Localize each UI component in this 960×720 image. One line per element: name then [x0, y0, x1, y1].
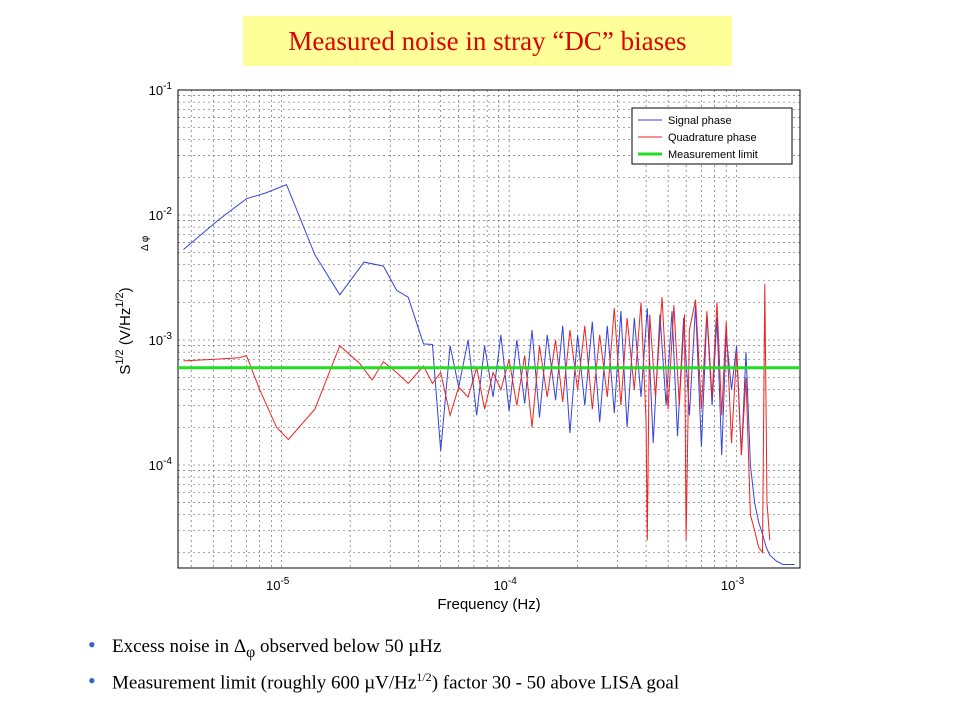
legend-label: Quadrature phase [668, 132, 757, 144]
tick-labels: 10-5 10-4 10-3 10-4 10-3 10-2 10-1 [149, 81, 745, 593]
y-tick-label: 10-1 [149, 81, 173, 98]
slide-title-box: Measured noise in stray “DC” biases [243, 16, 732, 66]
legend-label: Measurement limit [668, 149, 758, 161]
bullet-1-post: observed below 50 µHz [255, 636, 442, 657]
bullet-2-pre: Measurement limit (roughly 600 µV/Hz [112, 672, 417, 693]
bullet-1-sub: φ [246, 643, 256, 661]
legend-label: Signal phase [668, 115, 732, 127]
y-axis-label-subscript: Δ φ [140, 235, 151, 251]
y-tick-label: 10-3 [149, 331, 173, 348]
y-tick-label: 10-2 [149, 206, 173, 223]
x-tick-label: 10-4 [493, 576, 517, 593]
bullet-list: • Excess noise in Δφ observed below 50 µ… [88, 632, 679, 704]
slide-title: Measured noise in stray “DC” biases [288, 25, 687, 56]
bullet-2-sup: 1/2 [416, 669, 432, 684]
bullet-item: • Measurement limit (roughly 600 µV/Hz1/… [88, 668, 679, 704]
bullet-1-pre: Excess noise in [112, 636, 234, 657]
series-line-2 [183, 284, 771, 554]
bullet-dot: • [88, 632, 96, 657]
legend: Signal phase Quadrature phase Measurement … [631, 107, 793, 165]
bullet-text-1: Excess noise in Δφ observed below 50 µHz [112, 636, 441, 662]
plot-frame [177, 89, 801, 569]
noise-chart: 10-5 10-4 10-3 10-4 10-3 10-2 10-1 Signal phas… [114, 81, 801, 613]
bullet-2-post: ) factor 30 - 50 above LISA goal [431, 672, 680, 693]
x-axis-label: Frequency (Hz) [437, 596, 540, 613]
bullet-dot: • [88, 668, 96, 693]
bullet-text-2: Measurement limit (roughly 600 µV/Hz1/2)… [112, 670, 679, 694]
x-tick-label: 10-5 [266, 576, 290, 593]
bullet-1-symbol: Δ [233, 636, 247, 657]
bullet-item: • Excess noise in Δφ observed below 50 µ… [88, 632, 679, 668]
y-axis-label: S1/2 (V/Hz1/2) [114, 287, 134, 374]
x-tick-label: 10-3 [721, 576, 745, 593]
y-tick-label: 10-4 [149, 456, 173, 473]
series-layer [178, 183, 800, 565]
